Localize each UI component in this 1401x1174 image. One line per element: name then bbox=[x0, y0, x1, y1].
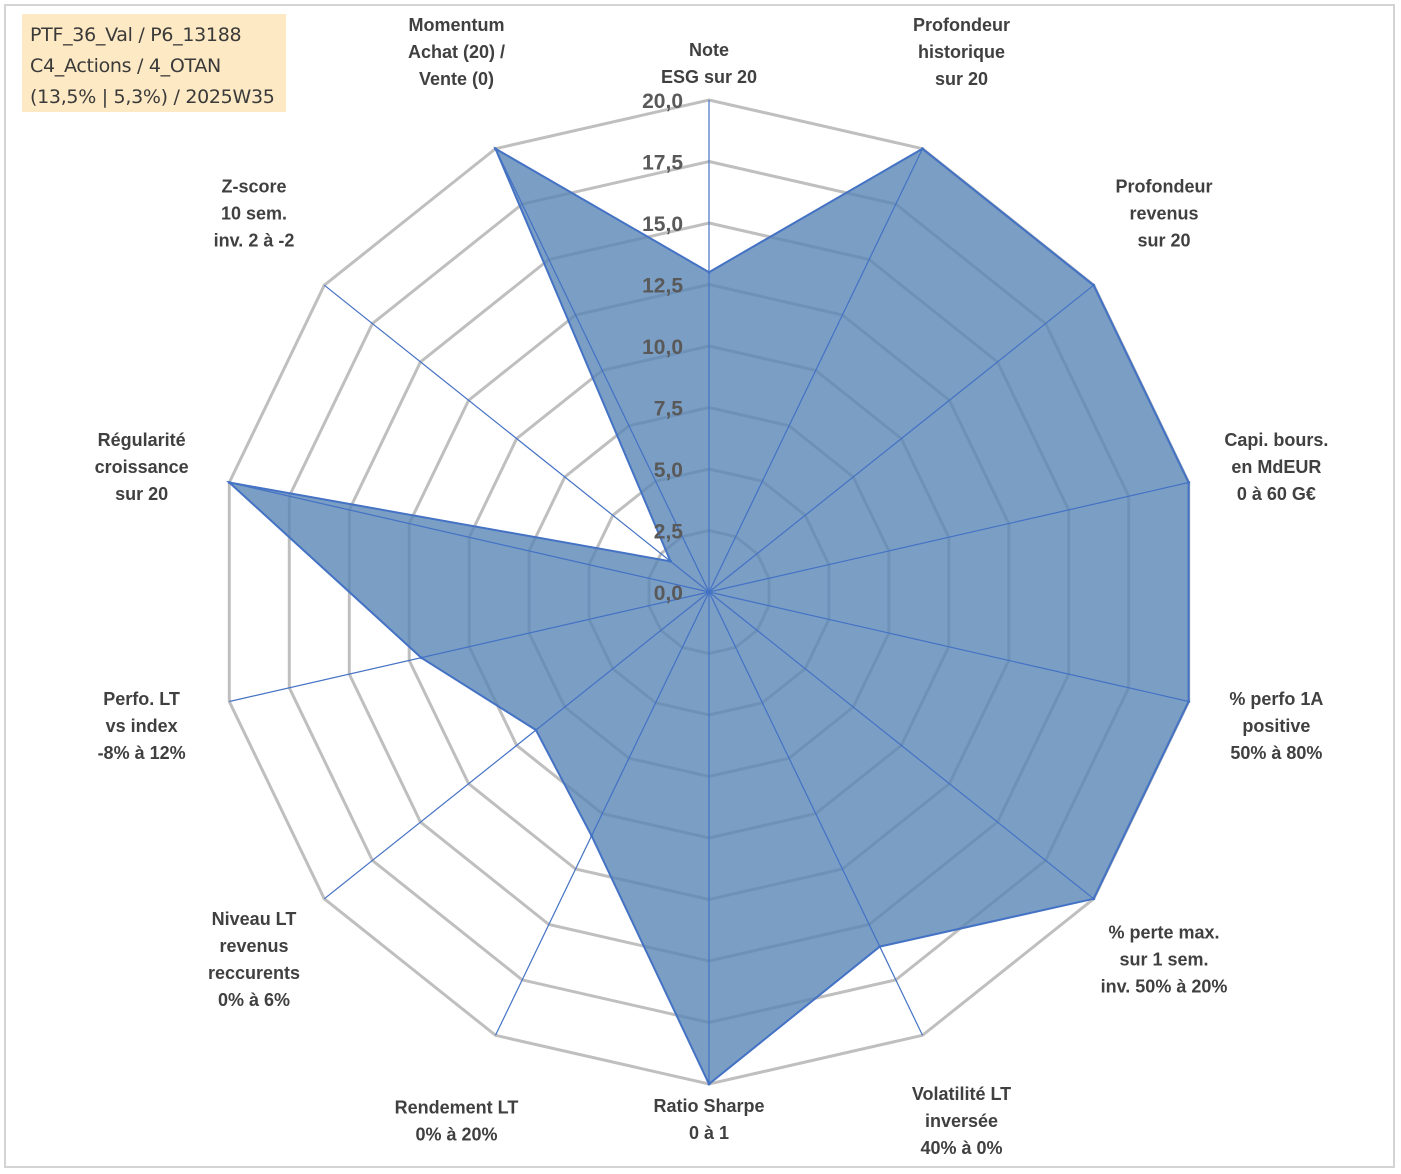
tick-label: 15,0 bbox=[642, 213, 683, 236]
axis-label: Régularité croissance sur 20 bbox=[95, 430, 189, 504]
axis-label-line: % perte max. bbox=[1108, 922, 1219, 942]
axis-label-line: 50% à 80% bbox=[1230, 743, 1322, 763]
axis-label-line: inv. 2 à -2 bbox=[214, 231, 295, 251]
axis-label-line: historique bbox=[918, 42, 1005, 62]
axis-label-line: Momentum bbox=[409, 15, 505, 35]
info-box: PTF_36_Val / P6_13188 C4_Actions / 4_OTA… bbox=[22, 14, 286, 112]
axis-label: Capi. bours. en MdEUR 0 à 60 G€ bbox=[1224, 430, 1328, 504]
axis-spoke bbox=[229, 591, 710, 703]
axis-label-line: ESG sur 20 bbox=[661, 67, 757, 87]
data-point bbox=[1092, 283, 1096, 287]
axis-label-line: Ratio Sharpe bbox=[653, 1096, 764, 1116]
axis-label-line: Note bbox=[689, 40, 729, 60]
axis-label-line: Capi. bours. bbox=[1224, 430, 1328, 450]
axis-label-line: Profondeur bbox=[913, 15, 1010, 35]
axis-label-line: Régularité bbox=[98, 430, 186, 450]
axis-label-line: 10 sem. bbox=[221, 204, 287, 224]
axis-label-line: sur 20 bbox=[115, 484, 168, 504]
axis-spoke bbox=[494, 148, 710, 593]
axis-label-line: Profondeur bbox=[1116, 177, 1213, 197]
axis-spoke bbox=[708, 148, 924, 593]
data-point bbox=[669, 559, 672, 563]
axis-spoke bbox=[708, 481, 1189, 593]
axis-label-line: 0% à 6% bbox=[218, 990, 290, 1010]
axis-label: Ratio Sharpe 0 à 1 bbox=[653, 1096, 764, 1143]
data-point bbox=[590, 834, 594, 838]
axis-label-line: inv. 50% à 20% bbox=[1101, 976, 1228, 996]
axis-spoke bbox=[229, 481, 710, 593]
data-point bbox=[1187, 700, 1191, 703]
axis-label-line: 0 à 60 G€ bbox=[1237, 484, 1316, 504]
data-point bbox=[878, 945, 882, 949]
info-line-1: PTF_36_Val / P6_13188 bbox=[30, 24, 242, 46]
axis-label: Rendement LT 0% à 20% bbox=[395, 1097, 519, 1144]
axis-label: Z-score 10 sem. inv. 2 à -2 bbox=[214, 177, 295, 251]
axis-label: Perfo. LT vs index -8% à 12% bbox=[98, 689, 186, 763]
axis-label: Profondeur historique sur 20 bbox=[913, 15, 1010, 89]
axis-label-line: 0 à 1 bbox=[689, 1123, 729, 1143]
axis-label-line: croissance bbox=[95, 457, 189, 477]
axis-label: Niveau LT revenus reccurents 0% à 6% bbox=[208, 909, 300, 1010]
data-point bbox=[227, 481, 231, 484]
axis-label-line: en MdEUR bbox=[1231, 457, 1321, 477]
axis-label-line: sur 20 bbox=[1137, 231, 1190, 251]
data-point bbox=[534, 728, 538, 732]
data-point bbox=[1092, 897, 1096, 901]
axis-label-line: sur 1 sem. bbox=[1119, 949, 1208, 969]
axis-label-line: Rendement LT bbox=[395, 1097, 519, 1117]
axis-label-line: vs index bbox=[106, 716, 178, 736]
tick-label: 10,0 bbox=[642, 336, 683, 359]
axis-label: Profondeur revenus sur 20 bbox=[1116, 177, 1213, 251]
axis-spoke bbox=[708, 591, 1189, 703]
axis-label-line: Achat (20) / bbox=[408, 42, 505, 62]
axis-label-line: % perfo 1A bbox=[1229, 689, 1323, 709]
data-point bbox=[707, 1082, 711, 1086]
axis-label-line: revenus bbox=[1129, 204, 1198, 224]
axis-spoke bbox=[494, 591, 710, 1036]
axis-label-line: reccurents bbox=[208, 963, 300, 983]
axis-label: Note ESG sur 20 bbox=[661, 40, 757, 87]
data-point bbox=[419, 656, 423, 660]
data-point bbox=[921, 147, 924, 151]
axis-label-line: Niveau LT bbox=[212, 909, 297, 929]
data-point bbox=[1187, 481, 1191, 484]
axis-spoke bbox=[708, 284, 1095, 593]
axis-spoke bbox=[708, 591, 924, 1036]
info-line-3: (13,5% | 5,3%) / 2025W35 bbox=[30, 86, 275, 108]
axis-label: Volatilité LT inversée 40% à 0% bbox=[912, 1084, 1011, 1158]
axis-label-line: Vente (0) bbox=[419, 69, 494, 89]
axis-label-line: revenus bbox=[219, 936, 288, 956]
tick-label: 12,5 bbox=[642, 275, 683, 298]
tick-label: 2,5 bbox=[654, 521, 684, 544]
tick-label: 20,0 bbox=[642, 90, 683, 113]
data-point bbox=[707, 270, 711, 274]
tick-label: 0,0 bbox=[654, 582, 683, 605]
axis-label-line: Volatilité LT bbox=[912, 1084, 1011, 1104]
axis-label: % perte max. sur 1 sem. inv. 50% à 20% bbox=[1101, 922, 1228, 996]
axis-label-line: 0% à 20% bbox=[415, 1124, 497, 1144]
axis-label: % perfo 1A positive 50% à 80% bbox=[1229, 689, 1323, 763]
axis-label-line: Perfo. LT bbox=[103, 689, 180, 709]
axis-label-line: positive bbox=[1242, 716, 1310, 736]
tick-label: 5,0 bbox=[654, 459, 683, 482]
axis-spoke bbox=[323, 284, 710, 593]
axis-spoke bbox=[708, 591, 1095, 900]
axis-label: Momentum Achat (20) / Vente (0) bbox=[408, 15, 505, 89]
axis-label-line: Z-score bbox=[221, 177, 286, 197]
axis-label-line: sur 20 bbox=[935, 69, 988, 89]
axis-label-line: inversée bbox=[925, 1111, 998, 1131]
tick-label: 17,5 bbox=[642, 152, 683, 175]
data-point bbox=[494, 147, 497, 151]
info-line-2: C4_Actions / 4_OTAN bbox=[30, 55, 221, 77]
axis-spoke bbox=[323, 591, 710, 900]
axis-label-line: 40% à 0% bbox=[920, 1138, 1002, 1158]
axis-label-line: -8% à 12% bbox=[98, 743, 186, 763]
tick-label: 7,5 bbox=[654, 398, 684, 421]
